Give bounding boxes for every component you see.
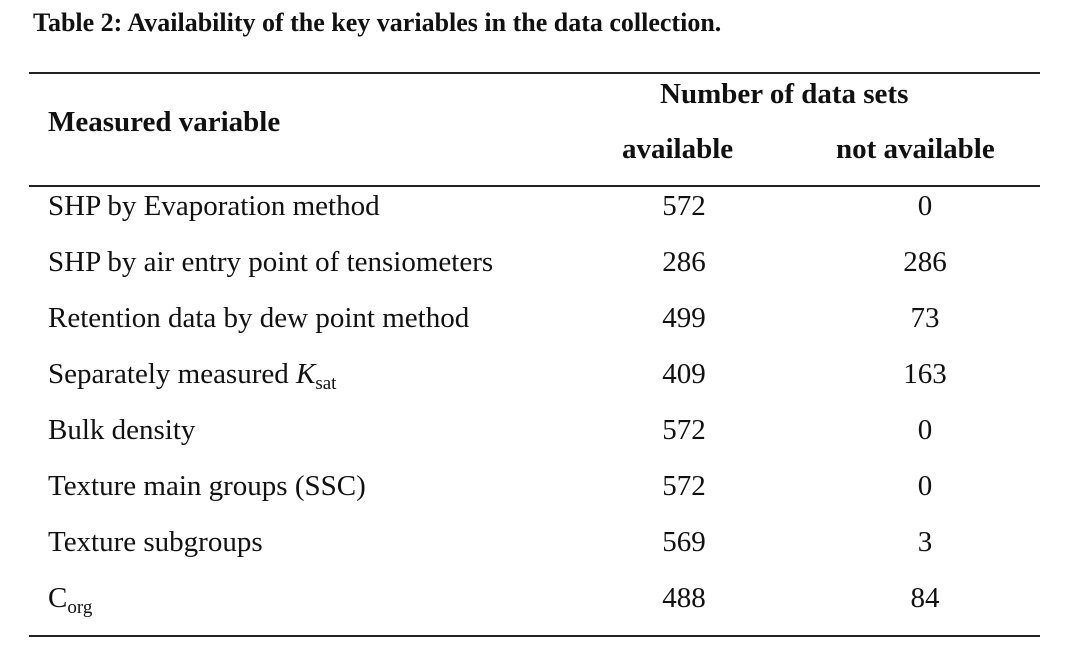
row-variable-subscript: org [67,597,93,618]
row-variable-name: SHP by Evaporation method [48,190,380,222]
table-caption: Table 2: Availability of the key variabl… [33,8,722,37]
row-variable-symbol: K [296,358,316,390]
row-variable-name: Texture subgroups [48,526,263,558]
row-available-count: 499 [662,302,706,334]
header-available: available [622,133,734,165]
row-available-count: 286 [662,246,706,278]
row-variable-name: Separately measured Ksat [48,358,336,395]
row-available-count: 572 [662,414,706,446]
row-not-available-count: 84 [910,582,940,614]
row-variable-prefix: Separately measured [48,358,297,390]
header-measured-variable: Measured variable [48,106,281,138]
table-row: Corg 488 84 [0,580,1080,636]
row-variable-name: SHP by air entry point of tensiometers [48,246,494,278]
row-not-available-count: 163 [903,358,947,390]
row-available-count: 488 [662,582,706,614]
row-available-count: 569 [662,526,706,558]
table-body: SHP by Evaporation method 572 0 SHP by a… [0,188,1080,636]
row-not-available-count: 73 [910,302,940,334]
row-available-count: 409 [662,358,706,390]
row-variable-symbol: C [48,582,68,614]
row-variable-subscript: sat [315,373,337,394]
row-variable-name: Bulk density [48,414,196,446]
table-row: SHP by Evaporation method 572 0 [0,188,1080,244]
row-variable-name: Corg [48,582,92,619]
table-header-rule [29,185,1040,187]
row-available-count: 572 [662,470,706,502]
row-not-available-count: 0 [917,190,933,222]
table-row: SHP by air entry point of tensiometers 2… [0,244,1080,300]
header-not-available: not available [836,133,995,165]
header-number-of-data-sets: Number of data sets [660,78,909,110]
table-bottom-rule [29,635,1040,637]
row-variable-name: Retention data by dew point method [48,302,470,334]
table-row: Retention data by dew point method 499 7… [0,300,1080,356]
row-not-available-count: 0 [917,470,933,502]
table-row: Separately measured Ksat 409 163 [0,356,1080,412]
table-row: Texture subgroups 569 3 [0,524,1080,580]
row-not-available-count: 286 [903,246,947,278]
table-row: Bulk density 572 0 [0,412,1080,468]
table-top-rule [29,72,1040,74]
row-not-available-count: 3 [917,526,933,558]
table-row: Texture main groups (SSC) 572 0 [0,468,1080,524]
row-variable-name: Texture main groups (SSC) [48,470,366,502]
row-available-count: 572 [662,190,706,222]
row-not-available-count: 0 [917,414,933,446]
